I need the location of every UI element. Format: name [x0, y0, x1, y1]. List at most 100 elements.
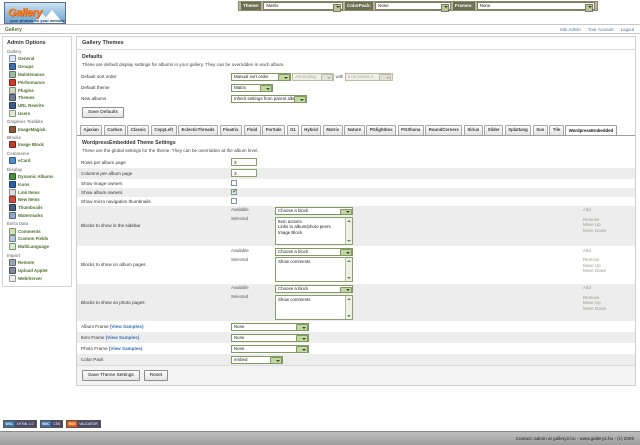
chevron-up-icon[interactable]: [346, 260, 351, 262]
tab-g1[interactable]: G1: [286, 124, 300, 135]
nav-your-account[interactable]: Your Account: [587, 27, 614, 32]
colorpack-select[interactable]: None: [375, 2, 451, 12]
sidebar-item-watermarks[interactable]: Watermarks: [6, 211, 69, 220]
sidebar-item-dynamic-albums[interactable]: Dynamic Albums: [6, 172, 69, 181]
chevron-up-icon[interactable]: [346, 297, 351, 300]
chevron-down-icon[interactable]: [346, 239, 351, 242]
sidebar-item-upload-applet[interactable]: Upload Applet: [6, 266, 69, 274]
color-pack-select[interactable]: embed: [231, 355, 283, 364]
sidebar-item-general[interactable]: General: [6, 55, 69, 63]
list-item[interactable]: Image Block: [278, 229, 303, 235]
cols-per-page-input[interactable]: 3: [231, 169, 257, 177]
blocks-sidebar-remove-link[interactable]: Remove: [583, 216, 600, 222]
reset-button[interactable]: Reset: [143, 370, 169, 381]
sidebar-item-groups[interactable]: Groups: [6, 63, 69, 71]
tab-sirius[interactable]: Sirius: [463, 124, 483, 135]
tab-hybrid[interactable]: Hybrid: [300, 124, 322, 135]
blocks-album-add-link[interactable]: Add: [583, 247, 591, 253]
blocks-sidebar-available-select[interactable]: Choose a block: [275, 207, 353, 215]
tab-pgshana[interactable]: PGShana: [397, 124, 424, 135]
sidebar-item-multilanguage[interactable]: MultiLanguage: [6, 243, 69, 251]
blocks-album-available-select[interactable]: Choose a block: [275, 247, 353, 256]
sidebar-item-url-rewrite[interactable]: URL Rewrite: [6, 102, 69, 110]
tab-carbon[interactable]: Carbon: [103, 124, 126, 135]
item-frame-select[interactable]: None: [231, 333, 309, 342]
tab-floatrix[interactable]: Floatrix: [219, 124, 243, 135]
badge-xhtml[interactable]: W3C XHTML 1.0: [3, 420, 37, 428]
blocks-album-move-down-link[interactable]: Move Down: [583, 268, 607, 273]
tab-wordpressembedded[interactable]: WordpressEmbedded: [565, 125, 617, 135]
new-albums-select[interactable]: Inherit settings from parent album: [231, 94, 307, 103]
photo-frame-samples-link[interactable]: (View Samples): [108, 346, 143, 351]
blocks-sidebar-move-up-link[interactable]: Move Up: [583, 222, 601, 227]
blocks-photo-move-down-link[interactable]: Move Down: [583, 305, 607, 311]
sort-with-select[interactable]: a no preset s: [344, 72, 393, 81]
sidebar-item-web-server[interactable]: Web/Server: [6, 274, 69, 282]
default-sort-order-select[interactable]: Manual sort order: [231, 72, 291, 81]
badge-css[interactable]: W3C CSS: [39, 420, 64, 428]
gallery-logo[interactable]: Gallery your photos on your website: [4, 2, 66, 24]
tab-slider[interactable]: Slider: [484, 124, 504, 135]
theme-select[interactable]: Matrix: [263, 2, 343, 12]
blocks-album-selected-list[interactable]: Show comments: [275, 257, 353, 282]
blocks-sidebar-move-down-link[interactable]: Move Down: [583, 227, 607, 233]
sidebar-item-new-items[interactable]: New Items: [6, 196, 69, 204]
sidebar-item-image-block[interactable]: Image Block: [6, 141, 69, 149]
tab-forsale[interactable]: ForSale: [262, 124, 286, 135]
tab-matrix[interactable]: Matrix: [322, 124, 343, 135]
save-theme-settings-button[interactable]: Save Theme Settings: [82, 370, 140, 381]
tab-eclecticthreads[interactable]: EclecticThreads: [178, 124, 218, 135]
rows-per-page-input[interactable]: 3: [231, 158, 257, 166]
chevron-down-icon[interactable]: [346, 277, 351, 279]
tab-tile[interactable]: Tile: [549, 124, 564, 135]
list-item[interactable]: Show comments: [278, 259, 311, 264]
sidebar-item-thumbnails[interactable]: Thumbnails: [6, 204, 69, 212]
photo-frame-select[interactable]: None: [231, 344, 309, 353]
tab-roundcorners[interactable]: RoundCorners: [425, 124, 463, 135]
nav-site-admin[interactable]: Site Admin: [559, 27, 581, 32]
sidebar-item-comments[interactable]: Comments: [6, 227, 69, 235]
sidebar-item-imagemagick[interactable]: ImageMagick: [6, 125, 69, 133]
sidebar-item-plugins[interactable]: Plugins: [6, 86, 69, 94]
chevron-down-icon[interactable]: [346, 314, 351, 317]
scrollbar[interactable]: [345, 217, 352, 244]
sidebar-item-link-items[interactable]: Link Items: [6, 188, 69, 196]
item-frame-samples-link[interactable]: (View Samples): [105, 335, 140, 340]
tab-ajaxian[interactable]: Ajaxian: [80, 124, 103, 135]
tab-splattang[interactable]: Splattang: [504, 124, 532, 135]
frames-select[interactable]: None: [476, 2, 595, 12]
sidebar-item-themes[interactable]: Themes: [6, 94, 69, 102]
sidebar-item-icons[interactable]: Icons: [6, 180, 69, 188]
save-defaults-button[interactable]: Save Defaults: [82, 107, 124, 118]
sidebar-item-custom-fields[interactable]: Custom Fields: [6, 235, 69, 243]
tab-classic[interactable]: Classic: [127, 124, 150, 135]
sidebar-item-ecard[interactable]: eCard: [6, 157, 69, 165]
blocks-album-remove-link[interactable]: Remove: [583, 257, 600, 262]
album-frame-samples-link[interactable]: (View Samples): [109, 324, 144, 329]
blocks-sidebar-selected-list[interactable]: Item actions Links to album/photo peers …: [275, 216, 353, 245]
list-item[interactable]: Links to album/photo peers: [278, 224, 331, 230]
blocks-photo-available-select[interactable]: Choose a block: [275, 285, 353, 293]
sidebar-item-remote[interactable]: Remote: [6, 259, 69, 267]
chevron-up-icon[interactable]: [346, 219, 351, 222]
tab-nature[interactable]: Nature: [344, 124, 365, 135]
blocks-photo-selected-list[interactable]: Show comments: [275, 294, 353, 320]
blocks-album-move-up-link[interactable]: Move Up: [583, 262, 601, 268]
breadcrumb[interactable]: Gallery: [5, 27, 22, 33]
scrollbar[interactable]: [345, 258, 352, 281]
blocks-photo-move-up-link[interactable]: Move Up: [583, 300, 601, 305]
sidebar-item-maintenance[interactable]: Maintenance: [6, 70, 69, 79]
blocks-sidebar-add-link[interactable]: Add: [583, 207, 591, 212]
default-theme-select[interactable]: Matrix: [231, 83, 273, 92]
nav-logout[interactable]: Logout: [620, 27, 634, 32]
show-micro-nav-checkbox[interactable]: [231, 198, 237, 204]
tab-fluid[interactable]: Fluid: [243, 124, 261, 135]
list-item[interactable]: Show comments: [278, 296, 311, 302]
badge-rss[interactable]: RSS VALIDATOR: [66, 420, 101, 428]
sort-direction-select[interactable]: Ascending: [292, 72, 335, 81]
show-album-owners-checkbox[interactable]: [231, 188, 237, 196]
album-frame-select[interactable]: None: [231, 322, 309, 331]
tab-sun[interactable]: Sun: [532, 124, 548, 135]
tab-copyleft[interactable]: CopyLeft: [150, 124, 177, 135]
show-image-owners-checkbox[interactable]: [231, 180, 237, 186]
